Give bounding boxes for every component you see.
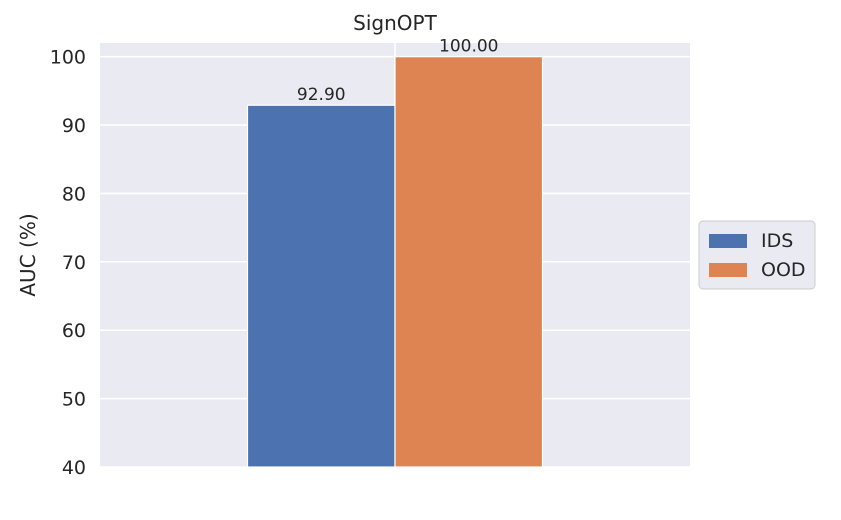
data-label-ids: 92.90 — [297, 85, 346, 105]
legend: IDS OOD — [698, 220, 816, 290]
bar-ood — [394, 56, 544, 468]
y-axis-label: AUC (%) — [16, 213, 40, 296]
y-tick-label: 90 — [62, 115, 86, 137]
legend-label-ood: OOD — [761, 259, 806, 281]
bars: 92.90 100.00 — [246, 37, 544, 468]
y-tick-label: 100 — [50, 47, 86, 69]
y-tick-label: 40 — [62, 457, 86, 479]
y-axis-ticks: 40 50 60 70 80 90 100 — [50, 47, 86, 479]
chart-title: SignOPT — [353, 11, 437, 35]
legend-label-ids: IDS — [761, 230, 793, 252]
y-tick-label: 50 — [62, 389, 86, 411]
y-tick-label: 60 — [62, 320, 86, 342]
y-tick-label: 70 — [62, 252, 86, 274]
data-label-ood: 100.00 — [439, 37, 498, 57]
legend-swatch-ood — [709, 263, 747, 277]
legend-swatch-ids — [709, 234, 747, 248]
y-tick-label: 80 — [62, 183, 86, 205]
bar-ids — [246, 104, 396, 468]
